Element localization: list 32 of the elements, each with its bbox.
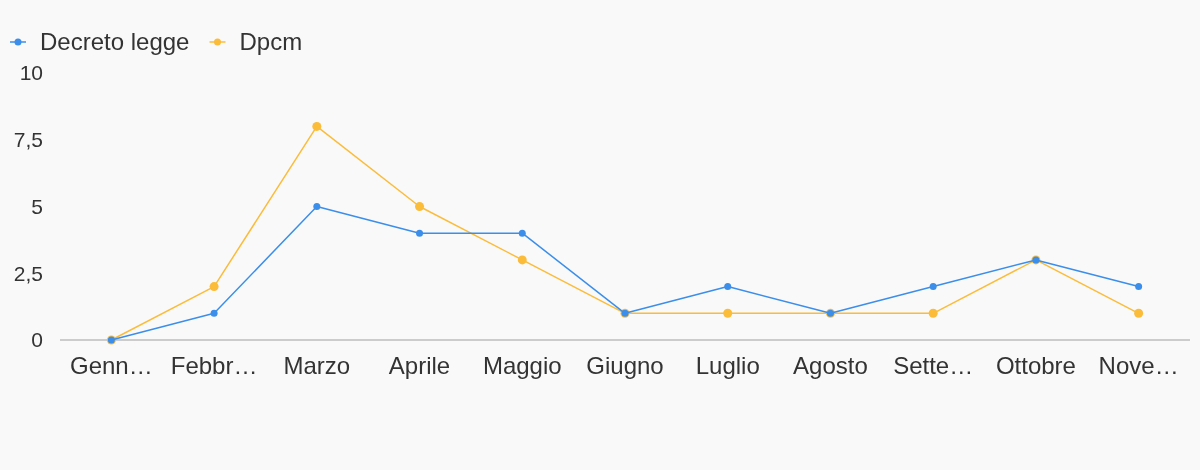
- point: [210, 309, 218, 317]
- point: [518, 229, 526, 237]
- point: [312, 121, 322, 131]
- x-tick-label: Febbr…: [170, 352, 258, 379]
- x-tick-label: Genn…: [70, 352, 153, 379]
- y-tick-label: 5: [31, 194, 43, 218]
- x-tick-label: Ottobre: [995, 352, 1076, 379]
- y-tick-label: 2,5: [13, 261, 43, 285]
- point: [929, 283, 937, 291]
- point: [415, 202, 425, 211]
- y-tick-label: 0: [31, 328, 43, 352]
- point: [313, 203, 321, 210]
- point: [724, 283, 732, 291]
- y-tick-label: 10: [19, 61, 43, 85]
- x-tick-label: Giugno: [586, 352, 664, 379]
- point: [1134, 308, 1144, 318]
- legend-label: Decreto legge: [40, 28, 190, 55]
- point: [1135, 283, 1143, 291]
- y-tick-label: 7,5: [13, 128, 43, 152]
- x-tick-label: Aprile: [388, 352, 451, 379]
- point: [209, 282, 219, 292]
- x-tick-label: Sette…: [893, 352, 974, 379]
- legend-label: Dpcm: [239, 28, 303, 55]
- x-tick-label: Luglio: [695, 352, 760, 379]
- point: [928, 308, 938, 318]
- point: [517, 255, 527, 265]
- point: [416, 229, 424, 237]
- x-tick-label: Maggio: [482, 352, 562, 379]
- x-tick-label: Marzo: [283, 352, 351, 379]
- x-tick-label: Agosto: [793, 352, 868, 379]
- point: [723, 308, 733, 318]
- x-tick-label: Nove…: [1098, 352, 1179, 379]
